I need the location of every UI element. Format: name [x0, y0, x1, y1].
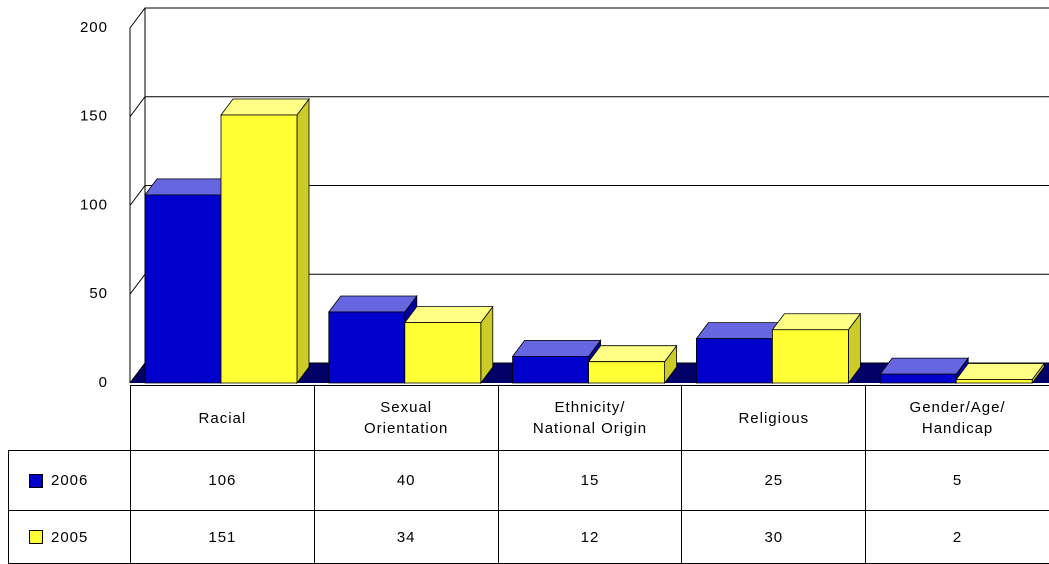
y-tick-label: 150	[80, 108, 108, 125]
bar-face	[879, 357, 970, 375]
value-cell-text: 40	[396, 472, 416, 489]
bar-face	[144, 178, 234, 196]
value-cell-text: 2	[952, 528, 963, 546]
bar-face	[696, 338, 773, 384]
category-cell-text: Racial	[198, 409, 247, 427]
y-tick-label: 200	[80, 19, 108, 36]
bar	[695, 321, 786, 385]
category-cell-text: Religious	[738, 409, 810, 427]
bar-face	[512, 355, 589, 384]
value-cell-text: 30	[764, 528, 784, 546]
bar	[879, 356, 970, 385]
bar-face	[296, 97, 310, 385]
value-cell-text: 151	[208, 528, 237, 546]
bar-face	[328, 311, 406, 384]
value-cell: 151	[130, 510, 315, 564]
bar-face	[771, 313, 862, 331]
value-cell-text: 25	[764, 472, 784, 489]
value-cell: 2	[865, 510, 1049, 564]
bar-face	[403, 306, 494, 324]
bar-face	[220, 114, 298, 384]
bar	[511, 339, 602, 385]
bar-face	[587, 345, 678, 363]
category-cell: Ethnicity/ National Origin	[497, 385, 683, 451]
bar	[771, 312, 862, 385]
category-cell: Gender/Age/ Handicap	[865, 385, 1049, 451]
bar	[403, 305, 494, 385]
bar	[587, 344, 678, 385]
bar-face	[695, 322, 786, 340]
legend-label: 2006	[51, 472, 89, 489]
value-cell: 34	[313, 510, 499, 564]
legend-label: 2005	[51, 528, 89, 546]
legend-swatch	[29, 473, 43, 488]
bar	[144, 177, 234, 385]
value-cell-text: 12	[580, 528, 600, 546]
bar-face	[327, 295, 418, 313]
value-cell: 12	[497, 510, 683, 564]
bar-face	[511, 339, 602, 357]
legend-cell: 2005	[8, 510, 131, 564]
value-cell-text: 15	[580, 472, 600, 489]
value-cell-text: 5	[952, 472, 963, 489]
bar	[220, 97, 310, 385]
bar-face	[220, 98, 310, 116]
value-cell: 30	[681, 510, 867, 564]
value-cell: 5	[865, 450, 1049, 511]
bar-face	[879, 373, 957, 384]
y-tick-label: 50	[89, 285, 108, 302]
value-cell: 15	[497, 450, 683, 511]
value-cell: 40	[313, 450, 499, 511]
bar	[955, 362, 1045, 385]
value-cell: 25	[681, 450, 867, 511]
y-tick-label: 100	[80, 196, 108, 213]
category-cell-text: Ethnicity/ National Origin	[532, 399, 648, 437]
y-tick-label: 0	[99, 374, 108, 391]
category-cell: Racial	[130, 385, 315, 451]
bar-face	[955, 379, 1033, 384]
value-cell: 106	[130, 450, 315, 511]
bar-face	[955, 363, 1045, 380]
bar-face	[772, 329, 849, 384]
value-cell-text: 34	[396, 528, 416, 546]
category-cell-text: Sexual Orientation	[364, 399, 449, 437]
grid-line	[129, 7, 1049, 29]
value-cell-text: 106	[208, 472, 237, 489]
bar-face	[588, 361, 665, 384]
bar-face	[144, 194, 222, 384]
bar-face	[404, 322, 482, 384]
category-cell: Sexual Orientation	[313, 385, 499, 451]
category-cell-text: Gender/Age/ Handicap	[909, 399, 1006, 437]
legend-swatch	[29, 530, 43, 544]
legend-cell: 2006	[8, 450, 131, 511]
category-cell: Religious	[681, 385, 867, 451]
bar	[327, 294, 418, 385]
